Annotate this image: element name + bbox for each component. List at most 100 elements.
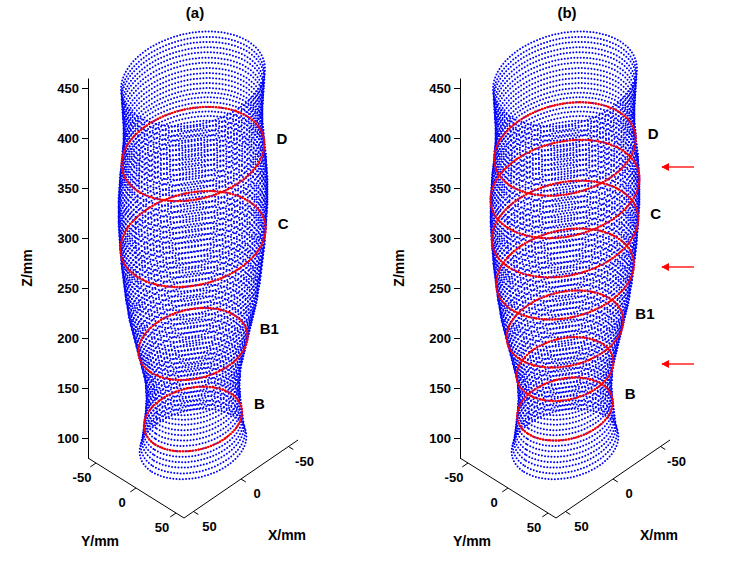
z-tick-label: 150 xyxy=(429,381,451,396)
y-tick-label: 0 xyxy=(490,495,497,510)
x-tick-mark xyxy=(566,512,571,515)
y-tick-label: -50 xyxy=(73,470,92,485)
point-ring xyxy=(492,186,639,283)
z-tick: 250 xyxy=(429,281,460,296)
contour xyxy=(492,181,639,278)
contour-labels: BB1CD xyxy=(254,130,289,412)
contour xyxy=(144,387,242,452)
y-tick-mark xyxy=(462,463,468,467)
z-axis: 100150200250300350400450 xyxy=(57,79,88,459)
z-tick: 350 xyxy=(429,181,460,196)
contour-label: D xyxy=(648,125,659,142)
point-ring xyxy=(494,42,637,136)
contour-labels: BB1CD xyxy=(625,125,661,402)
x-tick-mark xyxy=(194,512,199,515)
point-ring xyxy=(494,47,636,140)
z-tick-mark xyxy=(454,438,460,439)
z-tick-label: 350 xyxy=(57,181,79,196)
axes: 100150200250300350400450-50050-50050 xyxy=(429,79,686,536)
x-tick-label: -50 xyxy=(295,454,314,469)
arrow xyxy=(662,266,694,267)
z-tick: 400 xyxy=(429,131,460,146)
contour xyxy=(490,140,639,238)
z-tick-mark xyxy=(82,88,88,89)
z-tick: 250 xyxy=(57,281,88,296)
z-tick-mark xyxy=(454,288,460,289)
contour xyxy=(122,107,265,201)
z-axis-line xyxy=(460,79,461,459)
x-tick-label: 0 xyxy=(253,486,260,501)
z-tick-mark xyxy=(454,138,460,139)
point-ring xyxy=(507,290,624,367)
z-tick-mark xyxy=(82,438,88,439)
contour-label: B1 xyxy=(260,320,279,337)
y-tick-label: -50 xyxy=(445,470,464,485)
panel: 100150200250300350400450-50050-50050Y/mm… xyxy=(391,4,694,549)
z-axis-title: Z/mm xyxy=(391,249,407,286)
panel-title: (b) xyxy=(557,4,576,21)
x-axis-title: X/mm xyxy=(640,527,678,543)
z-tick: 200 xyxy=(57,331,88,346)
z-tick-mark xyxy=(82,138,88,139)
point-ring xyxy=(493,31,637,126)
z-tick-mark xyxy=(82,338,88,339)
x-tick-mark xyxy=(241,479,246,482)
point-ring xyxy=(122,37,265,131)
z-tick-mark xyxy=(454,388,460,389)
y-tick-mark xyxy=(502,488,508,492)
y-tick-label: 0 xyxy=(118,495,125,510)
z-tick-mark xyxy=(82,238,88,239)
x-tick-mark xyxy=(289,447,294,450)
z-tick-mark xyxy=(454,88,460,89)
contour-label: D xyxy=(276,130,287,147)
x-tick-label: 0 xyxy=(625,486,632,501)
z-tick-label: 100 xyxy=(429,431,451,446)
y-tick-label: 50 xyxy=(527,520,541,535)
point-ring xyxy=(122,52,264,145)
point-ring xyxy=(119,175,267,273)
z-tick: 100 xyxy=(429,431,460,446)
z-tick: 450 xyxy=(57,81,88,96)
point-ring xyxy=(119,135,267,233)
x-tick-label: 50 xyxy=(574,519,588,534)
point-ring xyxy=(494,37,637,131)
z-tick-mark xyxy=(454,238,460,239)
z-tick-label: 350 xyxy=(429,181,451,196)
x-tick-mark xyxy=(613,479,618,482)
point-ring xyxy=(492,181,639,278)
z-tick: 450 xyxy=(429,81,460,96)
contour xyxy=(496,229,634,320)
z-tick-label: 300 xyxy=(429,231,451,246)
z-tick-label: 450 xyxy=(57,81,79,96)
point-ring xyxy=(122,47,264,140)
arrow xyxy=(662,363,694,364)
contour xyxy=(507,290,624,367)
point-ring xyxy=(122,42,265,136)
x-tick-mark xyxy=(661,447,666,450)
z-tick: 350 xyxy=(57,181,88,196)
z-tick-mark xyxy=(454,338,460,339)
contour xyxy=(494,102,636,195)
figure: 100150200250300350400450-50050-50050Y/mm… xyxy=(0,0,745,562)
z-axis-title: Z/mm xyxy=(19,249,35,286)
z-tick-label: 200 xyxy=(57,331,79,346)
point-ring xyxy=(119,170,267,268)
y-tick-mark xyxy=(130,488,136,492)
point-ring xyxy=(135,290,252,367)
z-axis-line xyxy=(88,79,89,459)
z-tick-label: 300 xyxy=(57,231,79,246)
point-ring xyxy=(120,181,267,278)
z-tick-label: 250 xyxy=(57,281,79,296)
z-tick: 300 xyxy=(57,231,88,246)
marks xyxy=(118,31,267,479)
axes: 100150200250300350400450-50050-50050 xyxy=(57,79,314,536)
z-tick: 150 xyxy=(429,381,460,396)
y-tick-mark xyxy=(170,513,176,517)
z-tick-label: 400 xyxy=(429,131,451,146)
x-tick-label: 50 xyxy=(202,519,216,534)
contour-label: B1 xyxy=(635,305,654,322)
z-axis: 100150200250300350400450 xyxy=(429,79,460,459)
point-ring xyxy=(123,58,263,151)
contour-label: B xyxy=(625,385,636,402)
z-tick-mark xyxy=(82,288,88,289)
